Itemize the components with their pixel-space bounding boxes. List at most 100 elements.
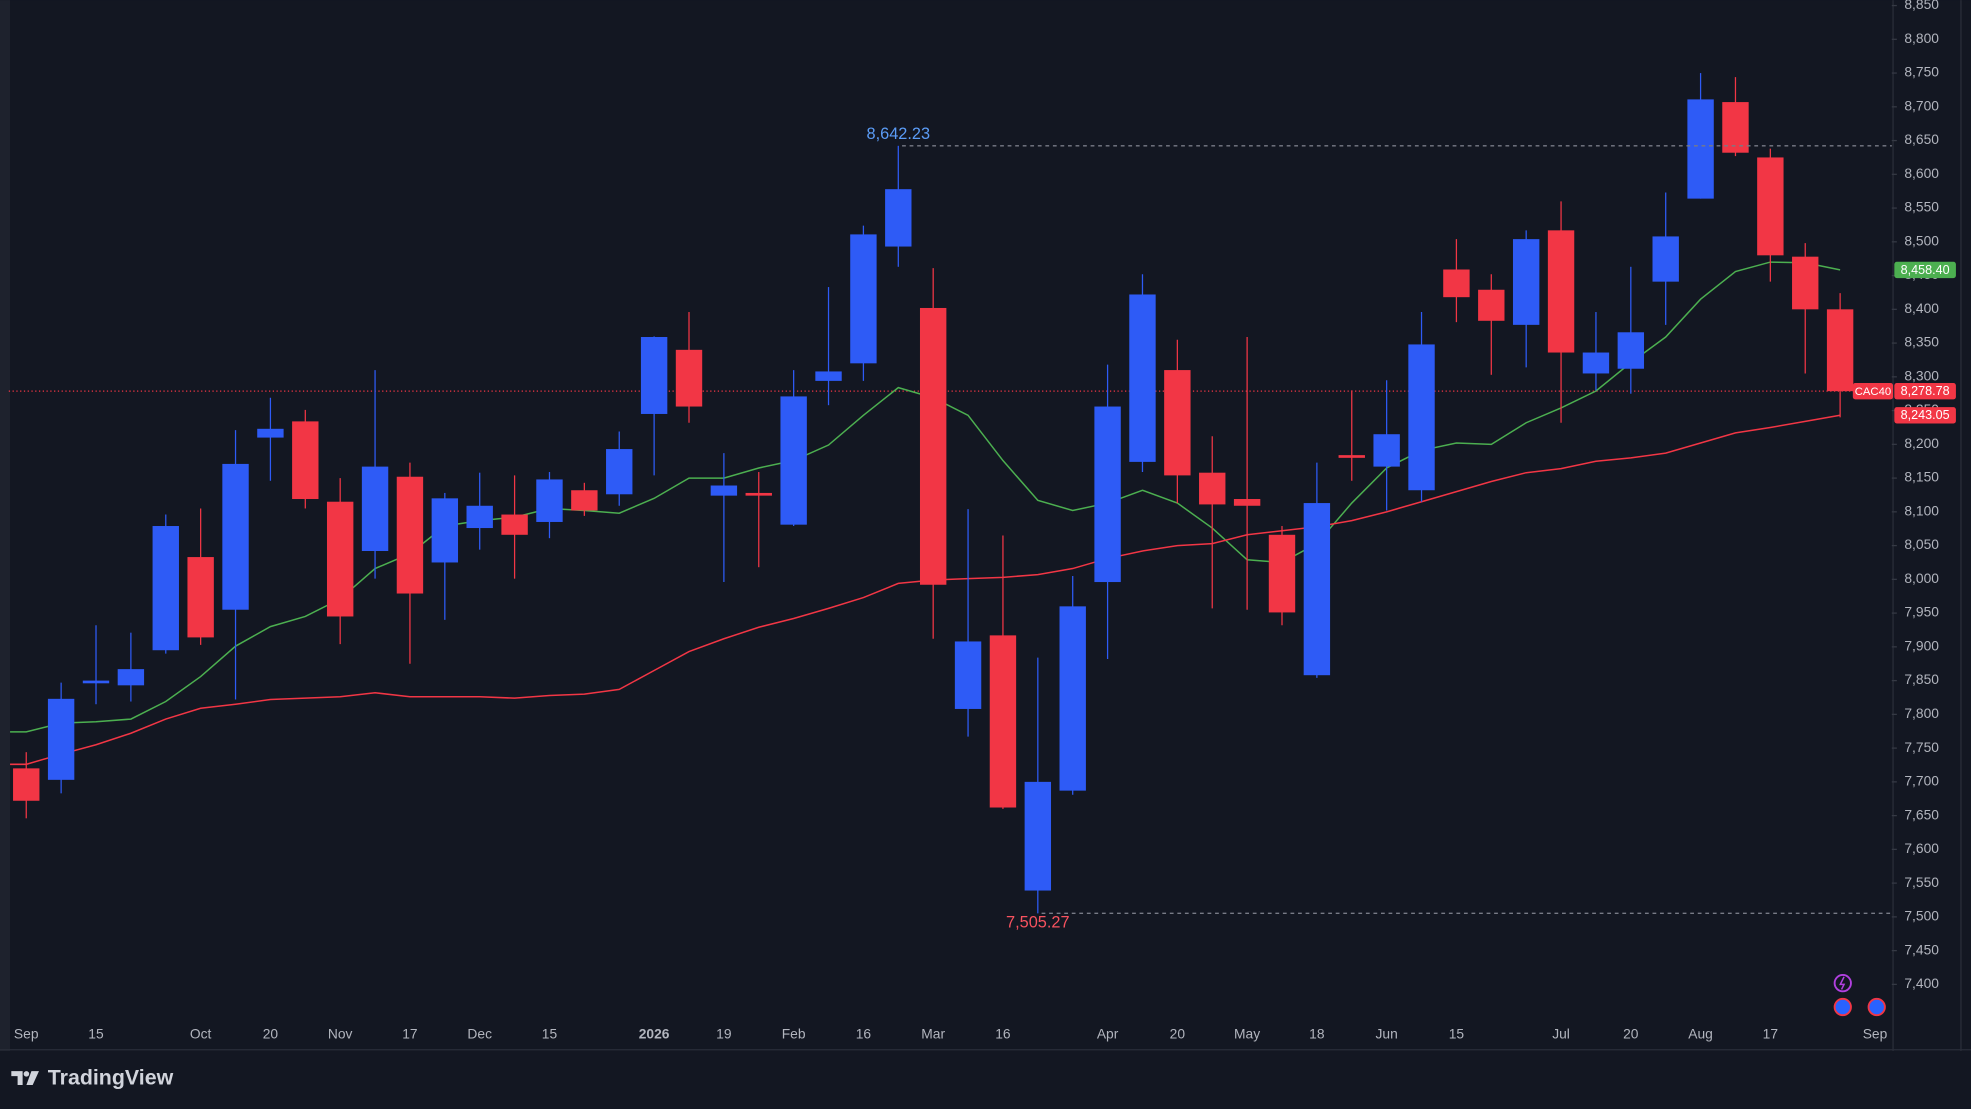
candle-body xyxy=(82,680,110,684)
y-tick-label: 7,900 xyxy=(1904,638,1939,654)
candle-body xyxy=(257,428,284,438)
x-tick-label: 15 xyxy=(1449,1025,1465,1041)
candle-body xyxy=(1129,294,1156,462)
range-label: 8,642.23 xyxy=(867,125,931,143)
y-tick-label: 7,500 xyxy=(1904,908,1939,924)
price-label: 8,278.78 xyxy=(1901,384,1950,398)
candle-body xyxy=(1722,102,1749,153)
brand-name: TradingView xyxy=(48,1065,174,1089)
candle-body xyxy=(326,501,354,617)
price-label-box xyxy=(1894,261,1956,279)
candle-body xyxy=(919,307,947,585)
y-tick-label: 8,850 xyxy=(1904,0,1939,12)
candle-body xyxy=(815,371,842,381)
candle-body xyxy=(1199,472,1226,505)
plot-area: 7,400 7,450 7,500 7,550 7,600 7,650 7,700 7,750… xyxy=(8,0,1939,1041)
y-tick-label: 8,500 xyxy=(1904,232,1939,248)
y-tick-label: 8,150 xyxy=(1904,469,1939,485)
candle-body xyxy=(1652,236,1679,282)
candle-body xyxy=(710,485,738,496)
candle-body xyxy=(1757,157,1784,256)
y-tick-label: 7,700 xyxy=(1904,773,1939,789)
y-tick-label: 7,450 xyxy=(1904,941,1939,957)
candle-body xyxy=(501,514,528,535)
candle-body xyxy=(606,449,633,495)
candle-body xyxy=(1338,455,1365,458)
y-tick-label: 7,600 xyxy=(1904,840,1939,856)
price-label-box xyxy=(1894,407,1956,424)
x-tick-label: Dec xyxy=(467,1025,492,1041)
x-tick-label: Jun xyxy=(1376,1025,1398,1041)
x-tick-label: Nov xyxy=(328,1025,353,1041)
candle-body xyxy=(745,492,772,496)
moving-average-line xyxy=(10,261,1841,733)
candle-body xyxy=(47,698,75,780)
candle-body xyxy=(1582,352,1610,374)
candle-body xyxy=(1408,344,1435,491)
price-label-box xyxy=(1894,382,1956,400)
price-label: 8,243.05 xyxy=(1901,408,1950,422)
candle-body xyxy=(850,234,877,364)
candle-body xyxy=(466,505,493,529)
y-tick-label: 8,700 xyxy=(1904,97,1939,113)
x-tick-label: 2026 xyxy=(639,1025,670,1041)
candle-body xyxy=(1268,534,1296,613)
candle-body xyxy=(1094,406,1121,583)
candle-body xyxy=(1443,269,1470,298)
x-tick-label: Sep xyxy=(1863,1025,1888,1041)
candle-body xyxy=(885,189,912,247)
y-tick-label: 8,650 xyxy=(1904,131,1939,147)
candle-body xyxy=(1373,434,1400,467)
candle-body xyxy=(1687,99,1714,199)
candle-body xyxy=(1792,256,1819,310)
candle-body xyxy=(152,526,179,651)
candle-body xyxy=(1478,289,1505,321)
x-tick-label: 20 xyxy=(1170,1025,1186,1041)
candle-body xyxy=(13,768,40,801)
y-tick-label: 7,550 xyxy=(1904,874,1939,890)
x-tick-label: 17 xyxy=(1763,1025,1778,1041)
candle-body xyxy=(675,349,703,407)
event-icon-bolt xyxy=(1839,976,1846,990)
candle-body xyxy=(1512,239,1540,325)
event-icon[interactable] xyxy=(1867,997,1886,1017)
candle-body xyxy=(1547,230,1575,353)
y-tick-label: 8,300 xyxy=(1904,367,1939,383)
y-tick-label: 8,200 xyxy=(1904,435,1939,451)
x-tick-label: 15 xyxy=(88,1025,104,1041)
x-tick-label: Feb xyxy=(782,1025,806,1041)
price-label: 8,458.40 xyxy=(1901,263,1950,277)
y-tick-label: 7,800 xyxy=(1904,705,1939,721)
event-icon[interactable] xyxy=(1833,997,1852,1017)
x-tick-label: Apr xyxy=(1097,1025,1119,1041)
candle-body xyxy=(396,476,424,594)
x-tick-label: 18 xyxy=(1309,1025,1325,1041)
indicator-icons xyxy=(1833,974,1886,1017)
x-tick-label: 17 xyxy=(402,1025,417,1041)
candle-body xyxy=(536,479,563,522)
x-tick-label: Mar xyxy=(921,1025,945,1041)
x-tick-label: May xyxy=(1234,1025,1260,1041)
y-tick-label: 7,950 xyxy=(1904,604,1939,620)
event-icon[interactable] xyxy=(1833,974,1852,993)
y-tick-label: 7,650 xyxy=(1904,806,1939,822)
candle-body xyxy=(1059,606,1086,791)
y-tick-label: 8,550 xyxy=(1904,199,1939,215)
candle-body xyxy=(1617,332,1645,369)
candle-body xyxy=(989,635,1017,808)
candle-body xyxy=(361,466,389,551)
symbol-tag: CAC40 xyxy=(1855,386,1891,398)
candle-body xyxy=(292,421,319,500)
candle-body xyxy=(1303,503,1331,676)
y-tick-label: 7,850 xyxy=(1904,671,1939,687)
candle-body xyxy=(954,641,982,709)
x-tick-label: 19 xyxy=(716,1025,732,1041)
logo-mark xyxy=(11,1071,39,1085)
candle-body xyxy=(780,396,807,525)
range-label: 7,505.27 xyxy=(1006,914,1070,932)
x-tick-label: Oct xyxy=(190,1025,212,1041)
candle-body xyxy=(1826,309,1854,392)
x-tick-label: Sep xyxy=(14,1025,39,1041)
candle-body xyxy=(1233,499,1261,506)
